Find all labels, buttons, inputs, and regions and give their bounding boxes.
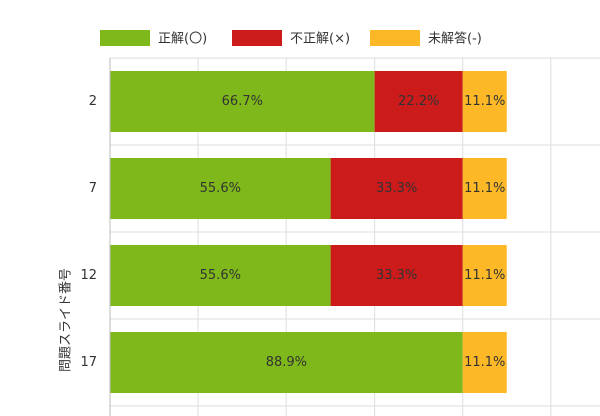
data-label: 66.7% bbox=[222, 94, 263, 109]
data-label: 11.1% bbox=[464, 268, 505, 283]
data-label: 55.6% bbox=[200, 181, 241, 196]
data-label: 22.2% bbox=[398, 94, 439, 109]
bar-segment bbox=[330, 245, 463, 306]
data-label: 11.1% bbox=[464, 181, 505, 196]
legend-swatch bbox=[100, 30, 150, 46]
y-tick-label: 7 bbox=[89, 181, 97, 196]
data-label: 88.9% bbox=[266, 355, 307, 370]
y-axis-title: 問題スライド番号 bbox=[59, 268, 74, 372]
bar-segment bbox=[110, 158, 331, 219]
bar-segment bbox=[110, 245, 331, 306]
y-tick-label: 2 bbox=[89, 94, 97, 109]
data-label: 11.1% bbox=[464, 94, 505, 109]
bar-segment bbox=[462, 332, 507, 393]
y-tick-label: 17 bbox=[80, 355, 97, 370]
bar-segment bbox=[462, 71, 507, 132]
bar-segment bbox=[374, 71, 463, 132]
data-label: 33.3% bbox=[376, 181, 417, 196]
data-label: 11.1% bbox=[464, 355, 505, 370]
y-tick-label: 12 bbox=[80, 268, 97, 283]
bar-segment bbox=[462, 158, 507, 219]
bar-segment bbox=[462, 245, 507, 306]
data-label: 55.6% bbox=[200, 268, 241, 283]
bar-segment bbox=[110, 332, 463, 393]
data-label: 33.3% bbox=[376, 268, 417, 283]
bar-segment bbox=[330, 158, 463, 219]
legend-label: 不正解(×) bbox=[290, 32, 350, 47]
legend-label: 正解(〇) bbox=[158, 32, 207, 47]
legend-swatch bbox=[370, 30, 420, 46]
legend-label: 未解答(-) bbox=[428, 31, 482, 47]
legend-swatch bbox=[232, 30, 282, 46]
bar-segment bbox=[110, 71, 375, 132]
